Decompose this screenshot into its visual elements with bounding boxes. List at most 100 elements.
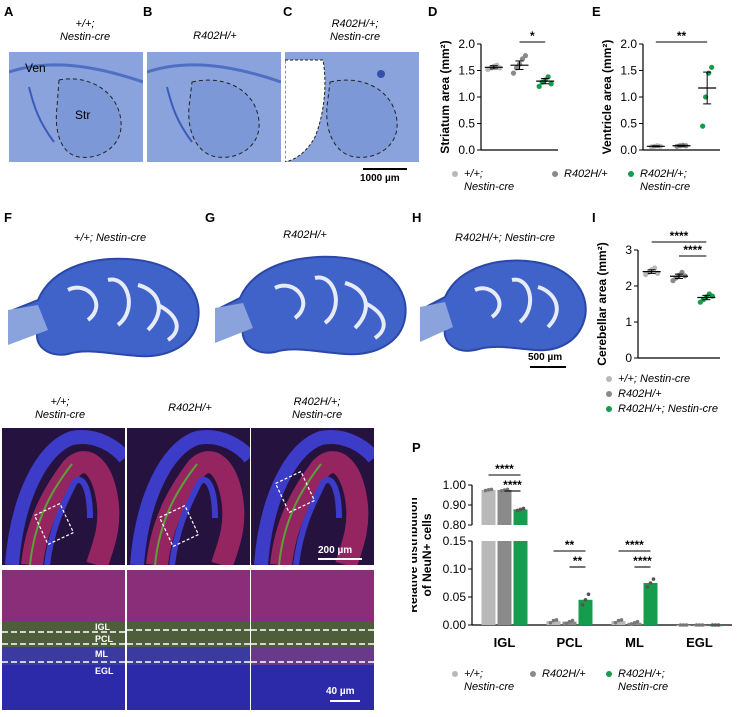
legend-i-het-label: R402H/+ [618,388,662,400]
legend-i-het-dot [606,391,612,398]
sig-label-P: ** [573,554,583,568]
legend-p-cko-dot [606,671,612,678]
chart-p: 0.80 0.90 1.00 0.00 0.05 0.10 0.15 Relative dis… [412,462,732,650]
scale-label-o: 40 µm [326,686,355,697]
scale-bar-l [318,558,362,560]
data-point-P [697,623,702,627]
legend-de-cko-line2: Nestin-cre [640,181,691,193]
data-point-P [564,621,569,626]
data-point-P [648,581,653,585]
panel-label-e: E [592,4,601,19]
y-tick-label-D: 1.0 [458,90,475,104]
legend-i-wt-dot [606,376,612,383]
genotype-label-g: R402H/+ [283,229,327,241]
y-tick-label-upper-P: 0.90 [443,498,467,512]
legend-i-het: R402H/+ [606,388,662,401]
data-point-P [632,620,637,625]
y-tick-label-lower-P: 0.15 [443,534,467,548]
data-point-P [616,618,621,623]
genotype-j-line1: +/+; [50,396,70,408]
bar-lower-P [497,541,512,625]
y-tick-label-I: 2 [625,279,632,293]
y-tick-label-D: 2.0 [458,37,475,51]
x-tick-label-P: ML [625,635,644,650]
data-point-D [536,83,542,89]
image-layers-het [127,570,250,710]
legend-de-het-dot [552,171,558,178]
genotype-a-line2: Nestin-cre [59,31,111,43]
image-fluor-het [127,428,250,565]
legend-p-cko: R402H/+; Nestin-cre [606,668,668,694]
bar-P [611,621,626,625]
image-striatum-cko [285,52,419,162]
legend-i-cko-label: R402H/+; Nestin-cre [618,403,718,415]
bar-upper-P [481,490,496,525]
layer-label-pcl: PCL [95,634,114,644]
data-point-P [713,623,718,627]
y-tick-label-lower-P: 0.10 [443,562,467,576]
image-cerebellum-cko [420,259,587,352]
data-point-P [635,619,640,624]
image-layers-cko [251,570,374,710]
striatum-wt-drawing: Ven Str [9,52,143,162]
legend-p-cko-line1: R402H/+; [618,668,665,680]
y-tick-label-I: 1 [625,315,632,329]
data-point-P [681,623,686,627]
panel-label-h: H [412,210,422,225]
chart-d: 0.0 0.5 1.0 1.5 2.0 Striatum area (mm²) * [438,29,558,157]
panel-label-f: F [4,210,12,225]
genotype-l-line1: R402H/+; [293,396,341,408]
genotype-l-line2: Nestin-cre [291,409,343,421]
image-striatum-wt: Ven Str [9,52,143,162]
genotype-label-f: +/+; Nestin-cre [73,232,147,244]
data-point-E [709,64,715,70]
data-point-D [522,53,529,59]
sig-label-I: **** [683,243,702,257]
legend-i-cko-dot [606,406,612,413]
striatum-cko-drawing [285,52,419,162]
bar-P [578,599,593,625]
data-point-P [570,618,575,623]
y-tick-label-upper-P: 0.80 [443,518,467,532]
label-ven: Ven [25,61,46,75]
legend-p-het: R402H/+ [530,668,586,681]
sig-label-D: * [530,29,535,43]
y-tick-label-E: 2.0 [620,37,637,51]
data-point-P [489,487,494,492]
data-point-P [700,623,705,627]
data-point-P [521,506,526,511]
data-point-D [510,70,517,76]
panel-label-a: A [4,4,14,19]
legend-p-het-line1: R402H/+ [542,668,586,680]
scale-bar-h [530,366,566,368]
scale-label-l: 200 µm [318,545,353,556]
legend-i-cko: R402H/+; Nestin-cre [606,403,718,416]
y-tick-label-D: 0.0 [458,143,475,157]
y-tick-label-E: 0.0 [620,143,637,157]
data-point-I [652,265,658,271]
panel-label-g: G [205,210,216,225]
panel-label-d: D [428,4,438,19]
image-layers-wt: IGL PCL ML EGL [2,570,125,710]
y-axis-label-P: Relative distributionof NeuN+ cells [412,497,434,612]
data-point-P [613,620,618,625]
data-point-P [567,619,572,624]
data-point-P [684,623,689,627]
legend-de-wt: +/+; Nestin-cre [452,168,514,194]
data-point-P [583,598,588,602]
y-axis-label-D: Striatum area (mm²) [438,40,452,153]
y-tick-label-E: 1.5 [620,64,637,78]
genotype-label-l: R402H/+; Nestin-cre [262,396,372,422]
panel-label-i: I [592,210,596,225]
chart-i: 0 1 2 3 Cerebellar area (mm²) ******** [595,229,720,366]
legend-p-wt-line2: Nestin-cre [464,681,515,693]
x-tick-label-P: IGL [494,635,516,650]
genotype-j-line2: Nestin-cre [34,409,86,421]
data-point-P [716,623,721,627]
label-str: Str [75,108,90,122]
legend-i-wt-label: +/+; Nestin-cre [618,373,691,385]
legend-p-het-dot [530,671,536,678]
image-cerebellum-wt [8,257,200,358]
data-point-D [548,81,554,87]
layer-label-ml: ML [95,649,108,659]
